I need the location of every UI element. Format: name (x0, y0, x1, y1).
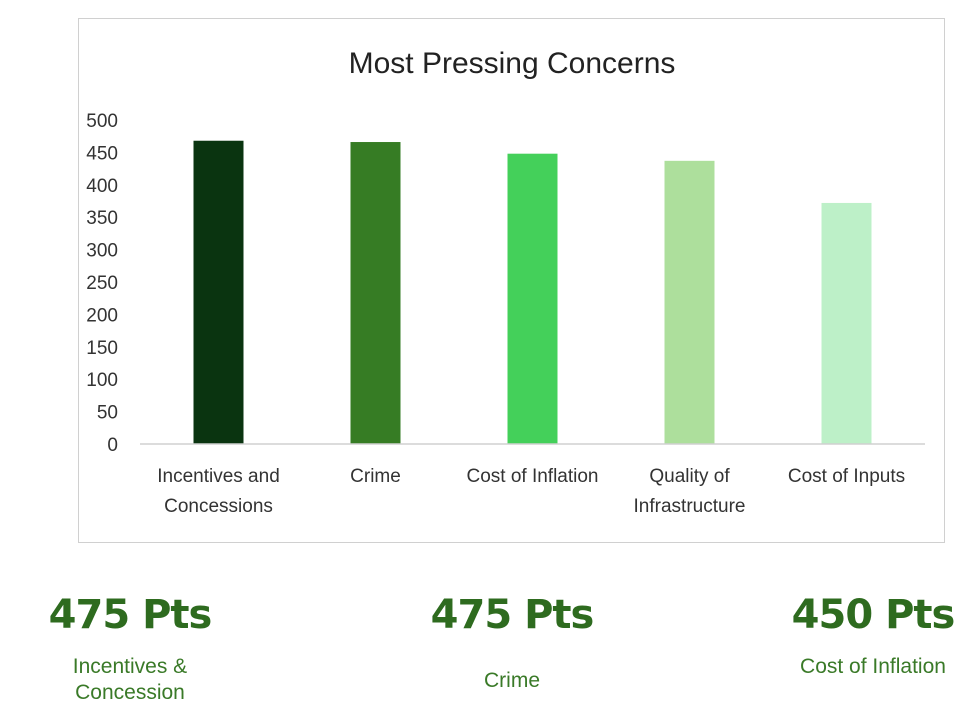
y-tick-label: 0 (107, 435, 118, 456)
y-tick-label: 350 (86, 208, 118, 229)
stat-crime: 475 Pts Crime (382, 592, 642, 694)
y-tick-label: 100 (86, 370, 118, 391)
stat-value: 475 Pts (48, 592, 213, 638)
x-tick-label: Concessions (164, 496, 273, 517)
stat-label-line: Incentives & (72, 655, 188, 678)
stat-label: Incentives & Concession (0, 654, 260, 706)
stat-value: 450 Pts (791, 592, 956, 638)
x-tick-label: Quality of (649, 466, 730, 487)
stat-incentives: 475 Pts Incentives & Concession (0, 592, 260, 706)
stat-label: Cost of Inflation (800, 655, 946, 678)
chart-title: Most Pressing Concerns (349, 47, 676, 80)
x-tick-label: Infrastructure (634, 496, 746, 517)
stat-label: Crime (484, 669, 540, 692)
x-tick-label: Cost of Inputs (788, 466, 905, 487)
stat-value: 475 Pts (430, 592, 595, 638)
stat-label-line: Concession (75, 681, 185, 704)
bar-4 (821, 202, 872, 444)
y-tick-label: 300 (86, 241, 118, 262)
y-tick-label: 500 (86, 111, 118, 132)
y-tick-label: 50 (97, 403, 118, 424)
bar-0 (193, 140, 244, 444)
y-tick-label: 150 (86, 338, 118, 359)
chart-frame (78, 18, 945, 543)
x-tick-label: Cost of Inflation (466, 466, 598, 487)
x-tick-label: Crime (350, 466, 401, 487)
x-tick-label: Incentives and (157, 466, 280, 487)
y-tick-label: 200 (86, 305, 118, 326)
bar-2 (507, 153, 558, 445)
y-tick-label: 450 (86, 143, 118, 164)
y-tick-label: 400 (86, 176, 118, 197)
bar-3 (664, 160, 715, 444)
y-tick-label: 250 (86, 273, 118, 294)
bar-1 (350, 142, 401, 445)
stat-inflation: 450 Pts Cost of Inflation (743, 592, 970, 680)
bar-chart: Most Pressing Concerns 0 50 100 150 200 250 300… (86, 47, 925, 517)
